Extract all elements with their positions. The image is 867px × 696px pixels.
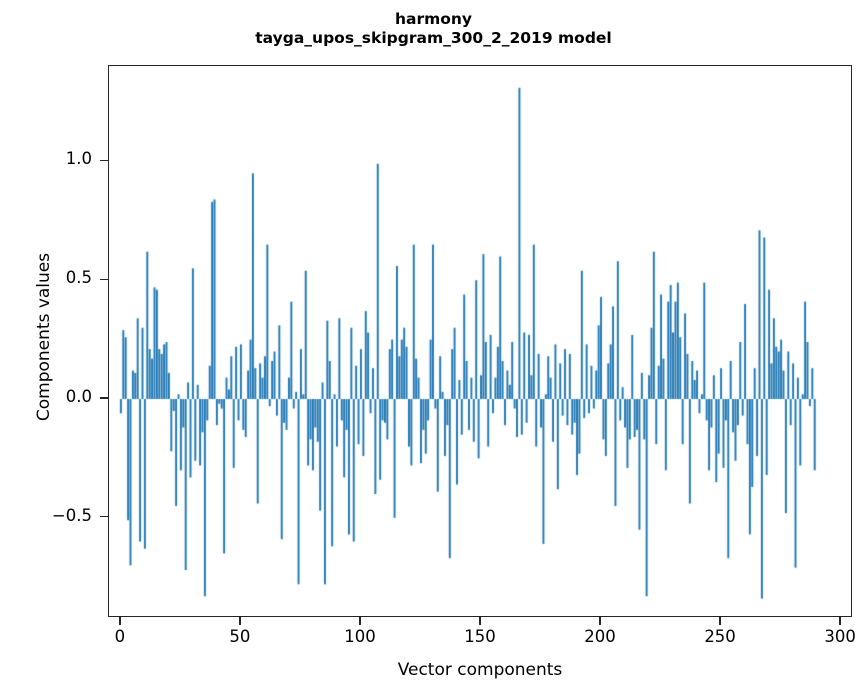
y-tick-mark [100, 159, 108, 162]
plot-area [108, 65, 852, 617]
bar-series-canvas [109, 66, 851, 616]
x-tick-mark [479, 617, 481, 625]
y-tick-mark [100, 278, 108, 280]
y-tick-mark [100, 397, 108, 399]
x-tick-label: 100 [344, 627, 376, 646]
y-tick-label: 1.0 [65, 149, 92, 169]
x-axis-label: Vector components [397, 660, 563, 680]
y-axis-label: Components values [34, 252, 54, 422]
x-tick-label: 0 [114, 627, 126, 646]
x-tick-label: 150 [464, 627, 496, 646]
x-tick-mark [119, 617, 121, 625]
y-tick-mark [100, 516, 108, 518]
x-tick-mark [719, 617, 721, 625]
x-tick-mark [239, 617, 241, 625]
y-tick-label: 0.5 [65, 268, 92, 288]
chart-title-line-1: harmony [394, 10, 473, 28]
x-tick-label: 50 [229, 627, 251, 646]
x-tick-mark [359, 617, 361, 625]
x-tick-mark [839, 617, 841, 625]
chart-title-line-2: tayga_upos_skipgram_300_2_2019 model [255, 29, 612, 47]
x-tick-label: 200 [584, 627, 616, 646]
y-tick-label: 0.0 [65, 387, 92, 407]
x-tick-label: 250 [704, 627, 736, 646]
x-tick-label: 300 [824, 627, 856, 646]
chart-title: harmony tayga_upos_skipgram_300_2_2019 m… [0, 10, 867, 48]
y-tick-label: −0.5 [51, 505, 92, 525]
x-tick-mark [599, 617, 601, 625]
